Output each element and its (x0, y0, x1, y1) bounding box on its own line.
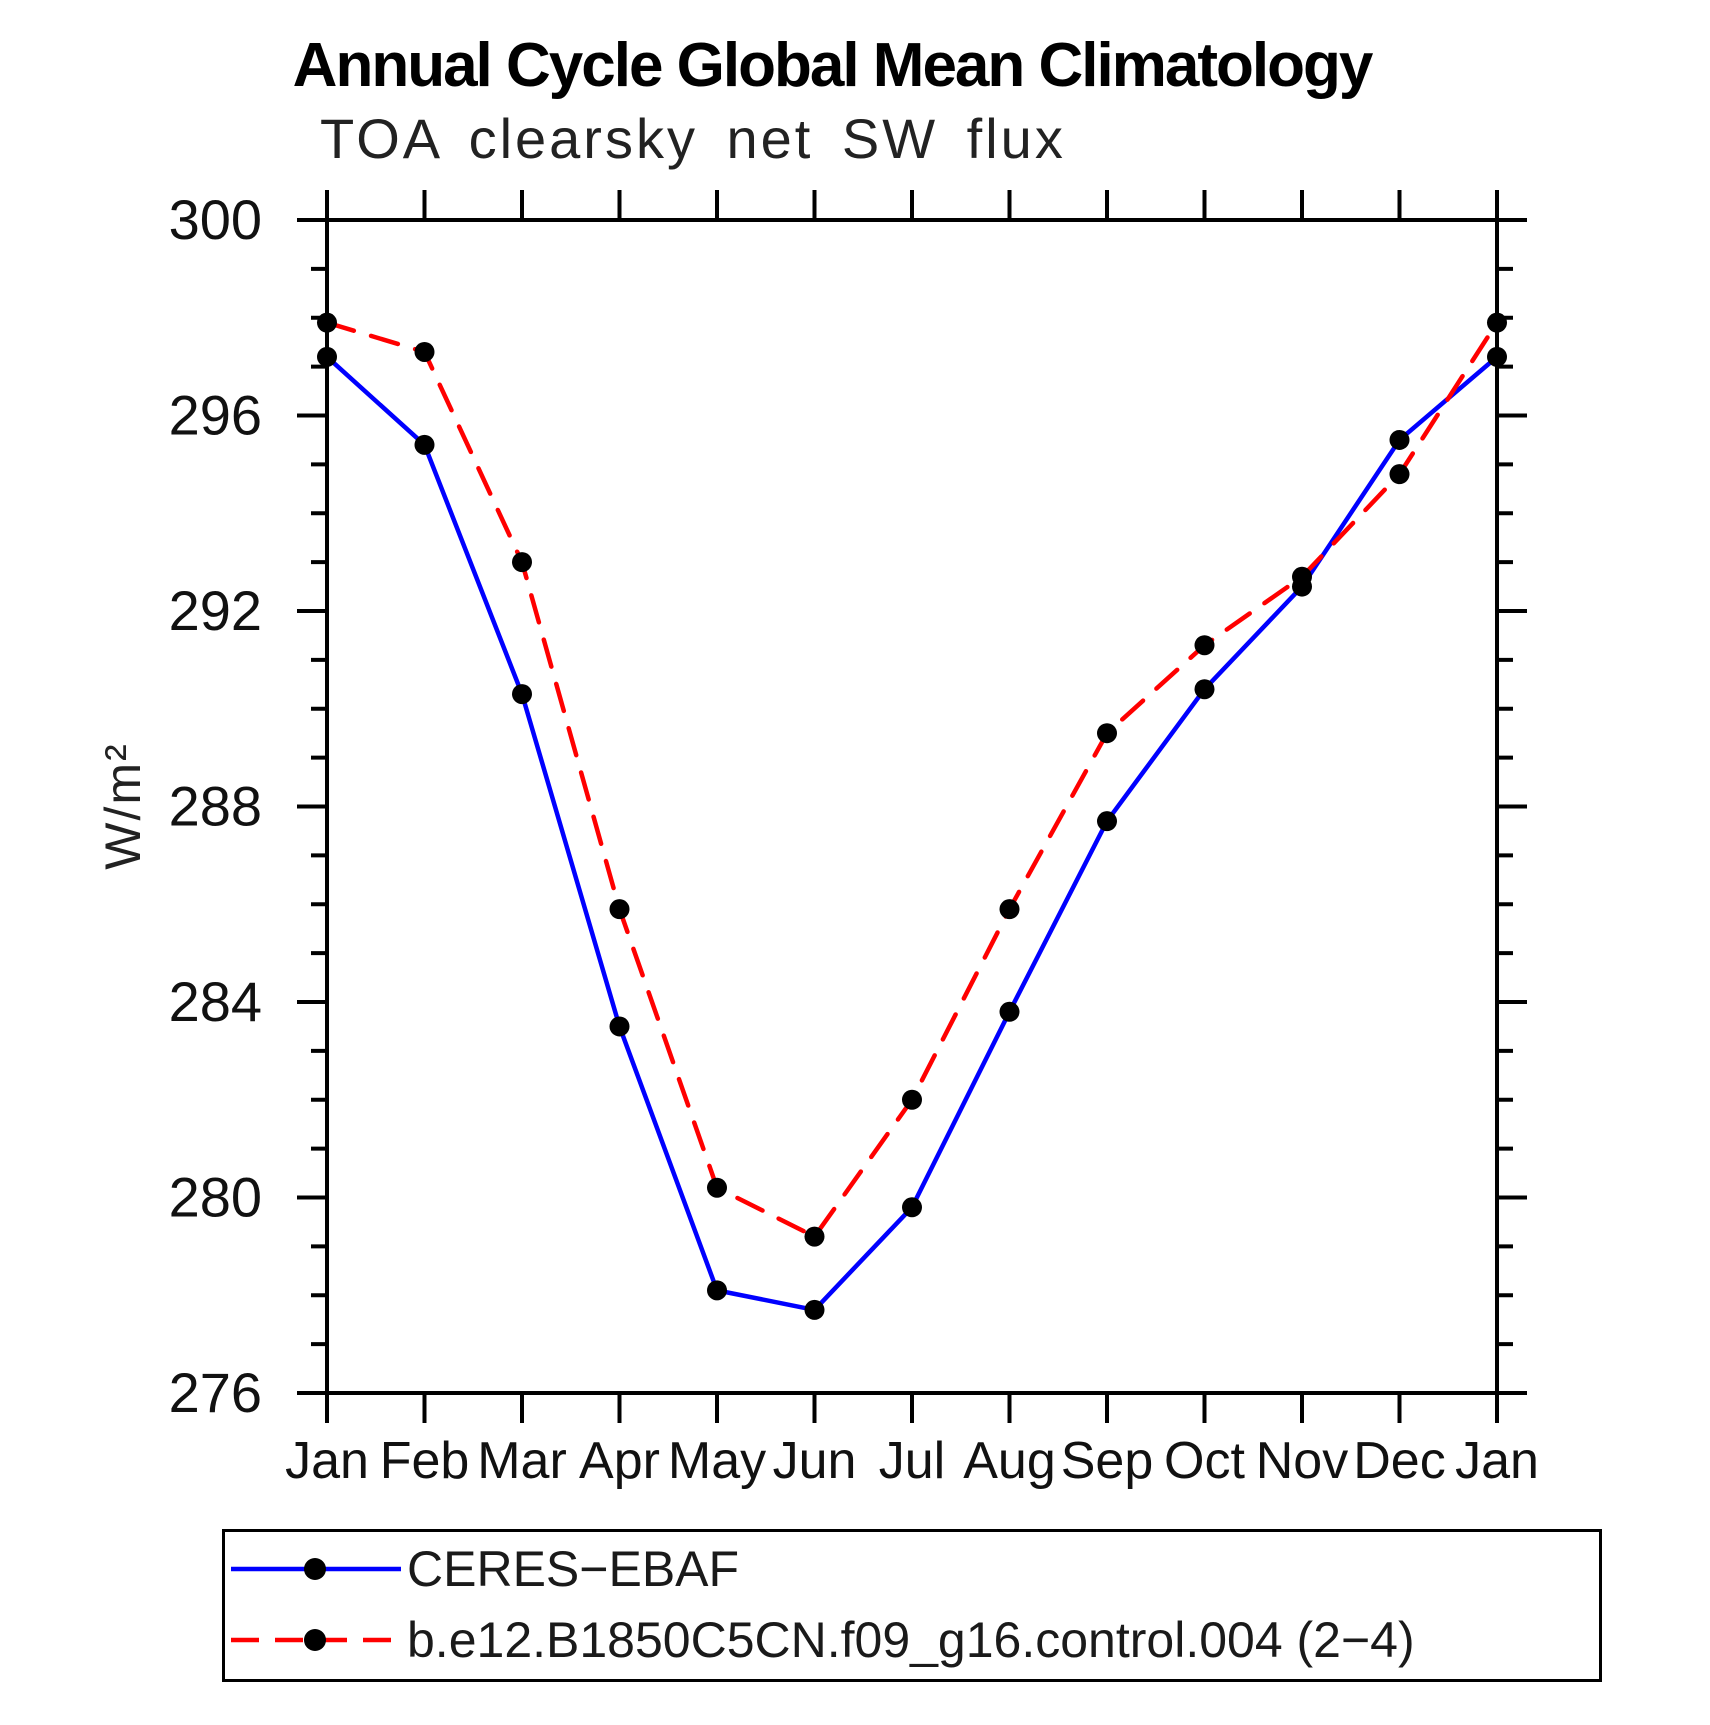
x-tick-label: Oct (1164, 1432, 1245, 1490)
data-point-series-0 (999, 1001, 1020, 1022)
series-line-0 (324, 354, 1500, 1313)
data-point-series-1 (609, 899, 630, 920)
x-tick-label: Nov (1256, 1432, 1348, 1490)
legend-item-model: b.e12.B1850C5CN.f09_g16.control.004 (2−4… (225, 1611, 1415, 1669)
x-tick-label: Jan (1455, 1432, 1539, 1490)
x-tick-label: Apr (579, 1432, 660, 1490)
x-tick-label: Jun (773, 1432, 857, 1490)
data-point-series-0 (707, 1280, 727, 1301)
data-point-series-1 (804, 1226, 825, 1247)
y-tick-label: 296 (169, 384, 262, 447)
data-point-series-1 (1292, 566, 1312, 587)
x-tick-label: Mar (477, 1432, 567, 1490)
data-point-series-1 (1097, 723, 1117, 744)
data-point-series-1 (1389, 464, 1410, 485)
data-point-series-0 (804, 1299, 825, 1320)
legend-label-obs: CERES−EBAF (407, 1541, 740, 1597)
legend-box: CERES−EBAF b.e12.B1850C5CN.f09_g16.contr… (222, 1529, 1602, 1682)
chart-subtitle: TOA clearsky net SW flux (320, 107, 1066, 170)
y-tick-label: 292 (169, 579, 262, 642)
data-point-series-1 (999, 899, 1020, 920)
x-tick-label: May (668, 1432, 766, 1490)
legend-marker-dot (304, 1558, 326, 1580)
x-tick-label: Dec (1353, 1432, 1445, 1490)
data-point-series-1 (414, 341, 435, 362)
chart-title: Annual Cycle Global Mean Climatology (292, 31, 1374, 100)
data-point-series-0 (1487, 346, 1507, 367)
data-point-series-0 (317, 346, 337, 367)
y-tick-label: 300 (169, 188, 262, 251)
data-point-series-1 (707, 1177, 727, 1198)
x-tick-label: Jul (879, 1432, 945, 1490)
data-point-series-0 (512, 684, 532, 705)
x-tick-label: Jan (285, 1432, 369, 1490)
data-point-series-1 (512, 552, 532, 573)
data-point-series-0 (1194, 679, 1215, 700)
y-tick-label: 288 (169, 775, 262, 838)
data-point-series-1 (1194, 635, 1215, 656)
legend-item-obs: CERES−EBAF (225, 1540, 739, 1598)
y-tick-label: 276 (169, 1361, 262, 1424)
legend-sample-solid-line (231, 1558, 401, 1580)
data-point-series-1 (317, 312, 337, 333)
y-tick-label: 280 (169, 1166, 262, 1229)
data-point-series-0 (1389, 429, 1410, 450)
data-point-series-1 (902, 1089, 922, 1110)
data-point-series-1 (1487, 312, 1507, 333)
x-tick-label: Feb (380, 1432, 470, 1490)
y-tick-label: 284 (169, 970, 262, 1033)
legend-sample-dashed-line (231, 1629, 401, 1651)
data-point-series-0 (1097, 811, 1117, 832)
data-point-series-0 (609, 1016, 630, 1037)
data-point-series-0 (414, 434, 435, 455)
legend-label-model: b.e12.B1850C5CN.f09_g16.control.004 (2−4… (407, 1612, 1415, 1668)
legend-marker-dot (304, 1629, 326, 1651)
x-tick-label: Sep (1061, 1432, 1154, 1490)
data-point-series-0 (902, 1197, 922, 1218)
x-tick-label: Aug (963, 1432, 1056, 1490)
